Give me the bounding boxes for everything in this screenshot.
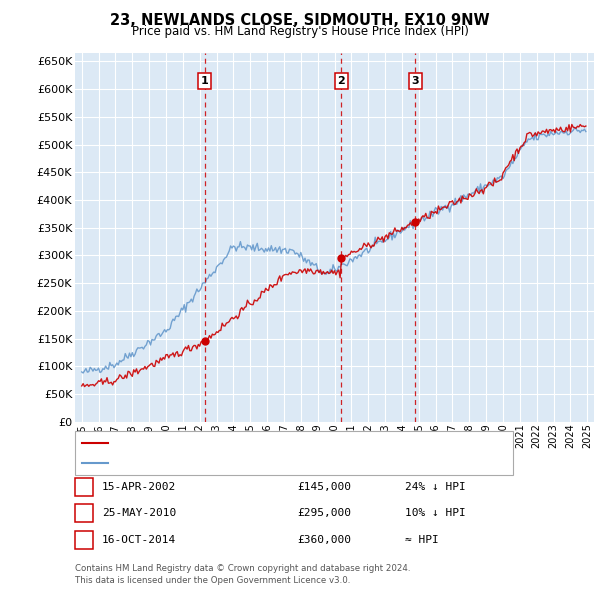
Text: 1: 1 [201, 76, 208, 86]
Text: 24% ↓ HPI: 24% ↓ HPI [405, 482, 466, 491]
Text: 1: 1 [80, 482, 88, 491]
Text: Contains HM Land Registry data © Crown copyright and database right 2024.
This d: Contains HM Land Registry data © Crown c… [75, 565, 410, 585]
Text: £145,000: £145,000 [297, 482, 351, 491]
Text: 15-APR-2002: 15-APR-2002 [102, 482, 176, 491]
Text: 3: 3 [80, 535, 88, 545]
Text: £360,000: £360,000 [297, 535, 351, 545]
Text: HPI: Average price, detached house, East Devon: HPI: Average price, detached house, East… [113, 458, 354, 468]
Text: 23, NEWLANDS CLOSE, SIDMOUTH, EX10 9NW (detached house): 23, NEWLANDS CLOSE, SIDMOUTH, EX10 9NW (… [113, 438, 435, 448]
Text: 16-OCT-2014: 16-OCT-2014 [102, 535, 176, 545]
Text: Price paid vs. HM Land Registry's House Price Index (HPI): Price paid vs. HM Land Registry's House … [131, 25, 469, 38]
Text: £295,000: £295,000 [297, 509, 351, 518]
Text: 25-MAY-2010: 25-MAY-2010 [102, 509, 176, 518]
Text: ≈ HPI: ≈ HPI [405, 535, 439, 545]
Text: 10% ↓ HPI: 10% ↓ HPI [405, 509, 466, 518]
Text: 3: 3 [412, 76, 419, 86]
Text: 2: 2 [337, 76, 345, 86]
Text: 23, NEWLANDS CLOSE, SIDMOUTH, EX10 9NW: 23, NEWLANDS CLOSE, SIDMOUTH, EX10 9NW [110, 13, 490, 28]
Text: 2: 2 [80, 509, 88, 518]
